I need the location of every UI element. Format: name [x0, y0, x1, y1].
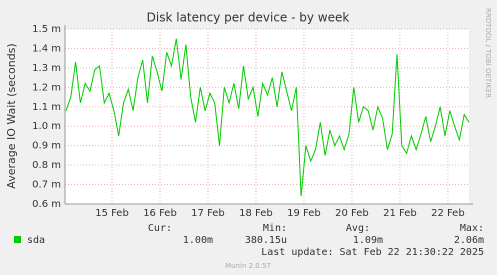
y-axis-label: Average IO Wait (seconds)	[5, 43, 18, 188]
side-text: RRDTOOL / TOBI OETIKER	[484, 8, 492, 98]
last-update: Last update: Sat Feb 22 21:30:22 2025	[261, 247, 484, 258]
legend-swatch	[14, 236, 21, 243]
x-tick-label: 19 Feb	[287, 208, 321, 219]
x-tick-label: 15 Feb	[95, 208, 129, 219]
stat-value: 380.15u	[245, 235, 287, 246]
footer: Munin 2.0.57	[225, 262, 271, 270]
stat-label: Cur:	[148, 223, 172, 234]
stat-label: Max:	[460, 223, 484, 234]
stat-value: 1.09m	[353, 235, 383, 246]
x-tick-label: 22 Feb	[431, 208, 465, 219]
y-tick-label: 0.6 m	[32, 199, 61, 210]
legend-label: sda	[27, 235, 45, 246]
y-tick-label: 1.0 m	[32, 121, 61, 132]
y-tick-label: 1.3 m	[32, 63, 61, 74]
x-tick-label: 16 Feb	[143, 208, 177, 219]
x-tick-label: 20 Feb	[335, 208, 369, 219]
y-tick-label: 1.5 m	[32, 24, 61, 35]
plot-area	[65, 29, 469, 204]
y-tick-label: 1.2 m	[32, 82, 61, 93]
x-tick-label: 18 Feb	[239, 208, 273, 219]
stat-label: Avg:	[346, 223, 370, 234]
y-tick-label: 0.8 m	[32, 160, 61, 171]
x-tick-label: 17 Feb	[191, 208, 225, 219]
y-tick-label: 1.4 m	[32, 43, 61, 54]
y-tick-label: 1.1 m	[32, 102, 61, 113]
y-tick-label: 0.9 m	[32, 141, 61, 152]
chart-title: Disk latency per device - by week	[147, 11, 350, 25]
stat-label: Min:	[263, 223, 287, 234]
data-line	[65, 38, 470, 197]
stat-value: 2.06m	[454, 235, 484, 246]
y-tick-label: 0.7 m	[32, 180, 61, 191]
x-tick-label: 21 Feb	[383, 208, 417, 219]
stat-value: 1.00m	[183, 235, 213, 246]
